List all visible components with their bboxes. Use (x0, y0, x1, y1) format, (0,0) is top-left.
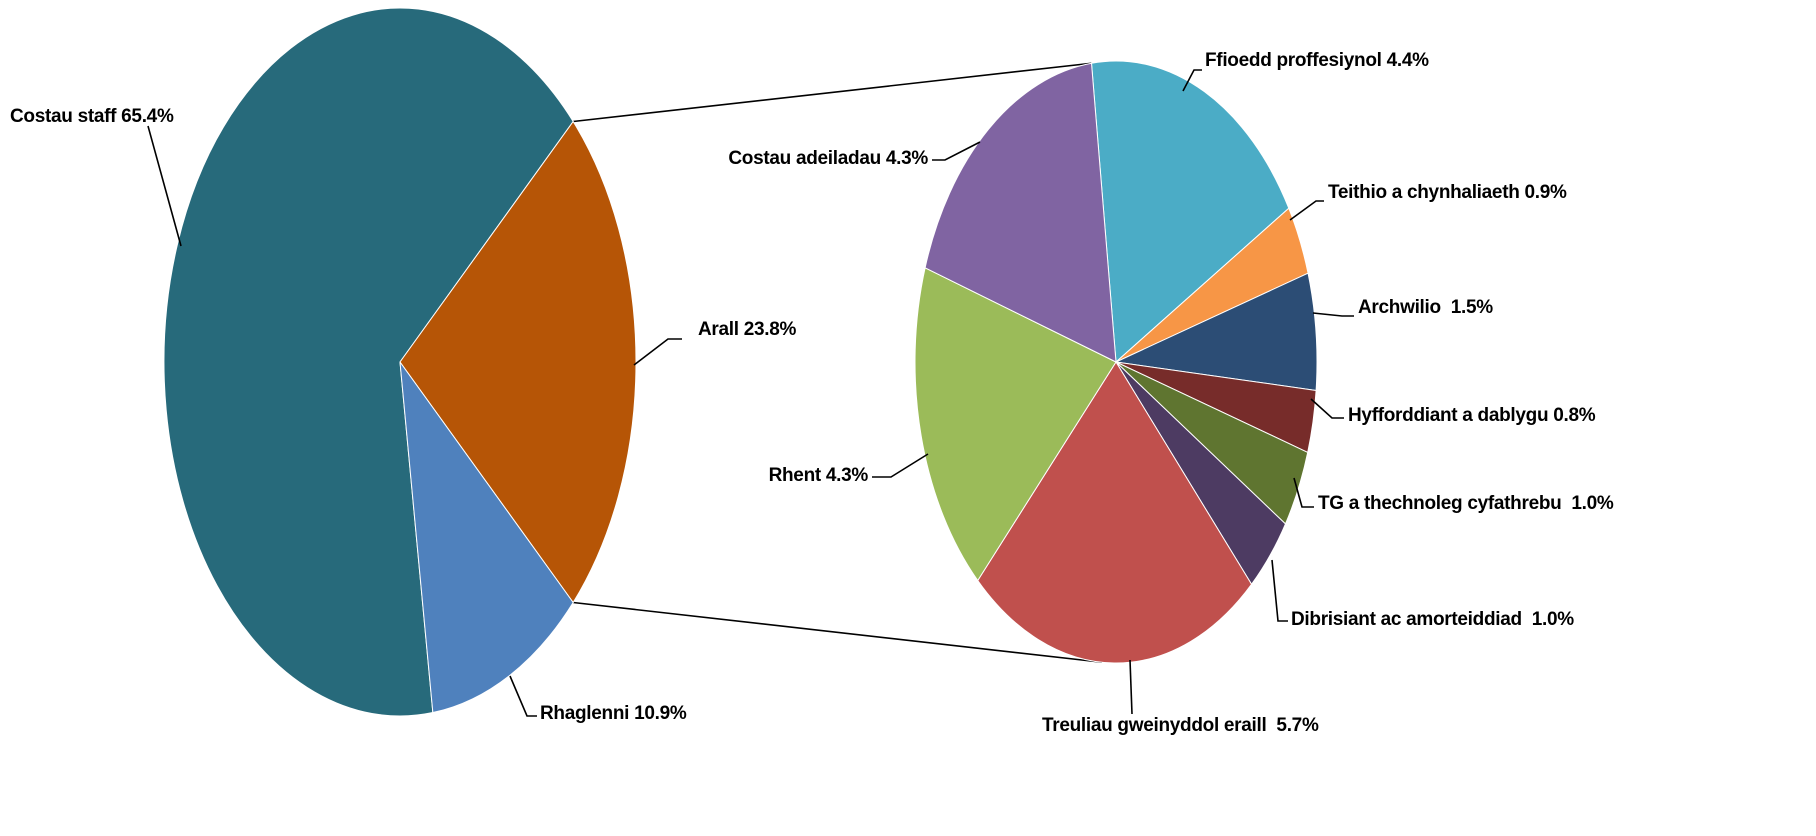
main-leader-costau-staff (147, 125, 182, 247)
main-leader-arall (633, 338, 682, 366)
secondary-slice-treuliau-gweinyddol-eraill (977, 361, 1253, 664)
secondary-label-hyfforddiant-a-dablygu: Hyfforddiant a dablygu 0.8% (1348, 405, 1596, 426)
secondary-leader-dibrisiant-ac-amorteiddiad (1271, 559, 1288, 622)
secondary-label-ffioedd-proffesiynol: Ffioedd proffesiynol 4.4% (1205, 50, 1429, 71)
secondary-label-dibrisiant-ac-amorteiddiad: Dibrisiant ac amorteiddiad 1.0% (1291, 609, 1574, 630)
secondary-leader-tg-a-thechnoleg-cyfathrebu (1293, 477, 1314, 508)
secondary-label-costau-adeiladau: Costau adeiladau 4.3% (728, 148, 928, 169)
slice-labels: Costau staff 65.4% Arall 23.8% Rhaglenni 1… (10, 50, 1614, 736)
secondary-label-archwilio: Archwilio 1.5% (1358, 297, 1493, 318)
secondary-label-teithio-a-chynhaliaeth: Teithio a chynhaliaeth 0.9% (1328, 182, 1567, 203)
secondary-label-tg-a-thechnoleg-cyfathrebu: TG a thechnoleg cyfathrebu 1.0% (1318, 493, 1614, 514)
secondary-slice-archwilio (1115, 272, 1318, 391)
secondary-leader-teithio-a-chynhaliaeth (1289, 200, 1324, 221)
main-pie (163, 7, 637, 717)
secondary-label-treuliau-gweinyddol-eraill: Treuliau gweinyddol eraill 5.7% (1042, 715, 1319, 736)
secondary-leader-costau-adeiladau (932, 141, 981, 161)
secondary-leader-treuliau-gweinyddol-eraill (1129, 659, 1133, 715)
secondary-pie (914, 60, 1318, 664)
secondary-leader-rhent (872, 453, 929, 478)
secondary-leader-hyfforddiant-a-dablygu (1310, 398, 1344, 419)
connector-line-top (573, 62, 1092, 123)
main-label-arall: Arall 23.8% (698, 319, 796, 340)
secondary-leader-archwilio (1312, 312, 1354, 317)
secondary-slice-costau-adeiladau (924, 62, 1117, 363)
secondary-leader-ffioedd-proffesiynol (1182, 69, 1202, 92)
main-label-rhaglenni: Rhaglenni 10.9% (540, 703, 687, 724)
main-slice-rhaglenni (399, 361, 574, 714)
main-slice-costau-staff (163, 7, 574, 717)
secondary-slice-rhent (914, 267, 1117, 581)
pie-connectors (573, 62, 1103, 664)
main-slice-arall (399, 120, 637, 604)
secondary-slice-ffioedd-proffesiynol (1091, 60, 1290, 363)
secondary-label-rhent: Rhent 4.3% (769, 465, 869, 486)
label-leaders (147, 69, 1354, 717)
main-label-costau-staff: Costau staff 65.4% (10, 106, 174, 127)
connector-line-bottom (573, 601, 1103, 664)
main-leader-rhaglenni (509, 675, 537, 717)
